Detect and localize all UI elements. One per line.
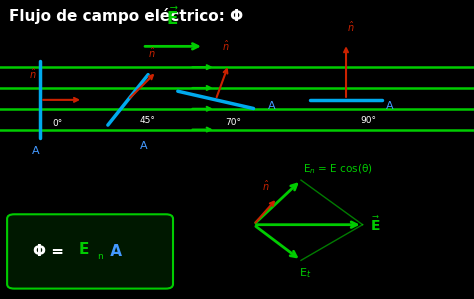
FancyBboxPatch shape (7, 214, 173, 289)
Text: $\hat{n}$: $\hat{n}$ (148, 45, 155, 60)
Text: $\hat{n}$: $\hat{n}$ (262, 179, 269, 193)
Text: n: n (97, 252, 103, 261)
Text: $\vec{\mathbf{E}}$: $\vec{\mathbf{E}}$ (166, 6, 180, 28)
Text: A: A (268, 100, 275, 111)
Text: E$_t$: E$_t$ (299, 266, 311, 280)
Text: $\hat{n}$: $\hat{n}$ (29, 66, 37, 80)
Text: Φ =: Φ = (33, 244, 69, 259)
Text: A: A (105, 244, 122, 259)
Text: $\vec{\mathbf{E}}$: $\vec{\mathbf{E}}$ (370, 215, 380, 234)
Text: A: A (139, 141, 147, 151)
Text: E: E (78, 242, 89, 257)
Text: 45°: 45° (140, 116, 155, 125)
Text: 70°: 70° (225, 118, 241, 127)
Text: Flujo de campo eléctrico: Φ: Flujo de campo eléctrico: Φ (9, 8, 244, 24)
Text: E$_n$ = E cos(θ): E$_n$ = E cos(θ) (303, 162, 373, 176)
Text: $\hat{n}$: $\hat{n}$ (347, 20, 355, 34)
Text: 90°: 90° (360, 116, 376, 125)
Text: 0°: 0° (52, 119, 63, 128)
Text: A: A (32, 146, 39, 156)
Text: A: A (386, 101, 394, 111)
Text: $\hat{n}$: $\hat{n}$ (222, 38, 230, 53)
